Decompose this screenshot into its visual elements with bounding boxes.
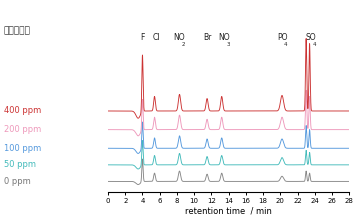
Text: 3: 3 xyxy=(226,42,230,47)
Text: NO: NO xyxy=(174,33,185,42)
Text: NO: NO xyxy=(219,33,230,42)
Text: 4: 4 xyxy=(284,42,288,47)
Text: 100 ppm: 100 ppm xyxy=(4,144,41,153)
Text: 添加銅濃度: 添加銅濃度 xyxy=(4,27,31,36)
Text: 400 ppm: 400 ppm xyxy=(4,106,41,116)
Text: Br: Br xyxy=(203,33,211,42)
Text: SO: SO xyxy=(305,33,316,42)
Text: F: F xyxy=(140,33,145,42)
Text: 0 ppm: 0 ppm xyxy=(4,177,30,186)
Text: 200 ppm: 200 ppm xyxy=(4,125,41,134)
Text: 50 ppm: 50 ppm xyxy=(4,160,36,169)
Text: Cl: Cl xyxy=(153,33,160,42)
Text: 2: 2 xyxy=(182,42,185,47)
Text: 4: 4 xyxy=(312,42,316,47)
Text: PO: PO xyxy=(277,33,287,42)
X-axis label: retention time  / min: retention time / min xyxy=(185,207,272,216)
